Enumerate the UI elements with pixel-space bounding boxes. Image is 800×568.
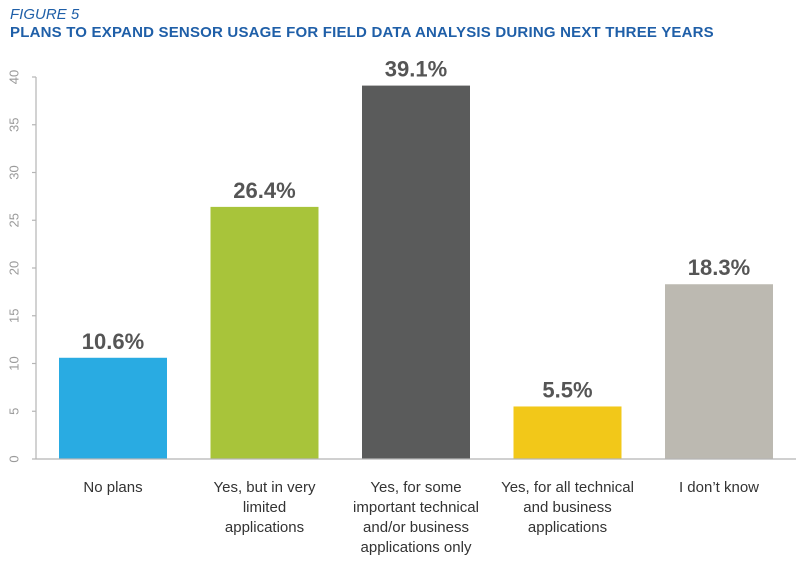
category-label-line: applications [527,519,608,536]
bar [362,85,470,459]
y-tick-label: 0 [7,455,22,462]
bar [210,206,319,459]
category-label: Yes, but in very limited applications [190,478,340,538]
category-label-line: applications [224,519,305,536]
category-label: I don’t know [644,478,794,498]
bar-value-label: 26.4% [233,178,295,203]
category-label-line: and business [523,499,612,516]
y-tick-label: 30 [7,165,22,179]
y-tick-label: 5 [7,408,22,415]
bar [513,406,622,459]
category-label: No plans [38,478,188,498]
category-label-line: and/or business [363,519,469,536]
category-label-line: I don’t know [678,479,760,496]
bar-value-label: 10.6% [82,329,144,354]
bar-value-label: 39.1% [385,57,447,82]
category-label-line: important technical [353,499,479,516]
y-tick-label: 25 [7,213,22,227]
category-label-line: Yes, for all technical [501,479,634,496]
bar [59,357,167,459]
bar-value-label: 5.5% [542,377,592,402]
y-tick-label: 40 [7,70,22,84]
bar-value-label: 18.3% [688,255,750,280]
y-tick-label: 10 [7,356,22,370]
chart-title: PLANS TO EXPAND SENSOR USAGE FOR FIELD D… [10,24,714,41]
y-tick-label: 20 [7,261,22,275]
figure-label: FIGURE 5 [10,6,80,23]
y-tick-label: 35 [7,118,22,132]
category-label-line: Yes, but in very [213,479,316,496]
category-label-line: applications only [360,539,472,556]
category-label: Yes, for some important technical and/or b… [341,478,491,558]
y-tick-label: 15 [7,309,22,323]
category-label: Yes, for all technical and business applic… [493,478,643,538]
bar [665,284,773,459]
category-label-line: Yes, for some [370,479,462,496]
category-label-line: No plans [83,479,143,496]
category-label-line: limited [242,499,287,516]
